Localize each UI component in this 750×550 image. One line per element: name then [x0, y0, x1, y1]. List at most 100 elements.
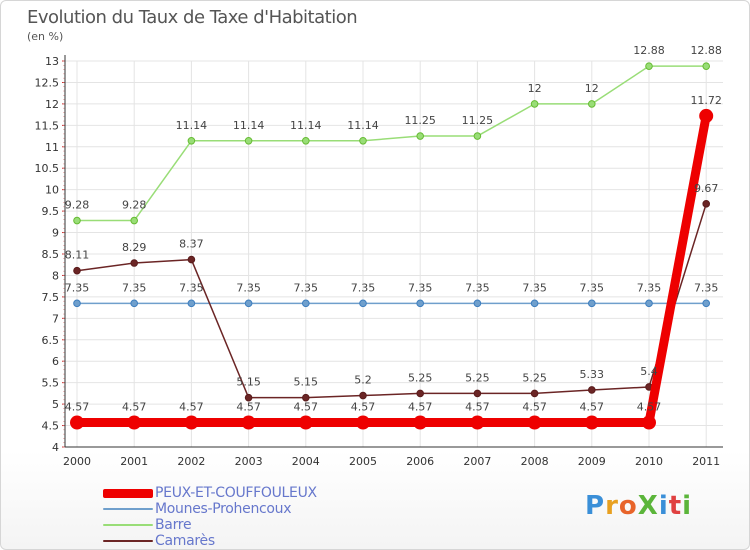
data-point: [184, 415, 199, 430]
data-label: 5.25: [522, 371, 547, 384]
data-label: 7.35: [294, 281, 319, 294]
data-label: 5.25: [465, 371, 490, 384]
data-label: 11.14: [176, 119, 208, 132]
x-tick-label: 2002: [177, 455, 205, 468]
y-tick-label: 12.5: [35, 76, 60, 89]
y-tick-label: 4.5: [42, 420, 60, 433]
legend-swatch: [103, 488, 153, 498]
data-label: 5.33: [580, 368, 605, 381]
data-label: 12: [585, 82, 599, 95]
y-tick-label: 6.5: [42, 334, 60, 347]
data-point: [70, 415, 84, 430]
data-point: [473, 132, 482, 140]
x-tick-label: 2011: [692, 455, 720, 468]
data-point: [359, 391, 367, 400]
logo-letter: P: [585, 491, 606, 521]
data-label: 4.57: [580, 401, 605, 414]
y-tick-label: 12: [45, 98, 59, 111]
data-point: [588, 386, 596, 394]
data-label: 4.57: [465, 401, 490, 414]
y-tick-label: 6: [52, 355, 59, 368]
data-label: 4.57: [351, 401, 376, 414]
data-point: [416, 389, 425, 398]
x-tick-label: 2009: [578, 455, 606, 468]
data-label: 9.28: [65, 199, 90, 212]
data-label: 5.15: [236, 376, 261, 389]
data-label: 12: [528, 82, 542, 95]
data-point: [702, 62, 711, 70]
data-label: 7.35: [179, 281, 204, 294]
data-label: 8.29: [122, 241, 147, 254]
data-point: [584, 415, 599, 430]
data-point: [470, 415, 485, 430]
series-line-Barre: [76, 65, 707, 222]
data-point: [244, 393, 253, 402]
y-tick-label: 5: [52, 398, 59, 411]
data-point: [302, 299, 310, 308]
data-label: 9.67: [694, 182, 719, 195]
logo-letter: r: [605, 491, 619, 521]
x-tick-label: 2010: [635, 455, 663, 468]
data-label: 4.57: [522, 401, 547, 414]
data-label: 11.14: [233, 119, 265, 132]
x-tick-label: 2006: [406, 455, 434, 468]
series-line-PEUX-ET-COUFFOULEUX: [72, 111, 711, 428]
data-point: [244, 299, 253, 308]
data-point: [702, 200, 711, 208]
logo-letter: o: [618, 491, 638, 521]
data-label: 11.72: [690, 94, 722, 107]
data-label: 7.35: [122, 281, 147, 294]
data-point: [645, 62, 653, 70]
data-point: [588, 100, 596, 108]
logo-letter: i: [682, 491, 693, 521]
data-point: [699, 108, 714, 123]
data-label: 7.35: [580, 281, 605, 294]
data-point: [473, 389, 482, 398]
data-label: 7.35: [694, 281, 719, 294]
logo-letter: t: [668, 491, 683, 521]
value-labels-layer: 4.57 4.57 4.57 4.57 4.57 4.57 4.57 4.57 4.57 4.57…: [65, 44, 722, 413]
data-label: 7.35: [522, 281, 547, 294]
logo-letter: i: [658, 491, 669, 521]
data-point: [73, 299, 81, 308]
x-tick-label: 2000: [63, 455, 91, 468]
x-tick-label: 2001: [120, 455, 148, 468]
data-label: 5.25: [408, 371, 433, 384]
data-point: [130, 216, 138, 225]
data-label: 5.15: [294, 376, 319, 389]
data-point: [530, 100, 539, 108]
y-tick-label: 7: [52, 312, 59, 325]
legend-label: Camarès: [155, 533, 215, 549]
data-point: [187, 255, 196, 264]
data-point: [356, 415, 370, 430]
legend-swatch: [103, 508, 153, 510]
legend-swatch: [103, 524, 153, 526]
data-point: [413, 415, 428, 430]
y-tick-label: 9: [52, 227, 59, 240]
series-line-Camarès: [76, 203, 707, 399]
x-tick-label: 2008: [521, 455, 549, 468]
chart-title: Evolution du Taux de Taxe d'Habitation: [27, 7, 358, 28]
legend-swatch: [103, 540, 153, 542]
data-point: [473, 299, 482, 308]
proxiti-logo: ProXiti: [585, 491, 692, 521]
data-point: [530, 389, 539, 398]
data-label: 8.37: [179, 238, 204, 251]
logo-letter: X: [637, 491, 659, 521]
data-label: 5.2: [354, 374, 372, 387]
data-label: 4.57: [294, 401, 319, 414]
chart-unit-label: (en %): [27, 30, 64, 43]
data-label: 12.88: [690, 44, 722, 57]
data-label: 4.57: [179, 401, 204, 414]
y-tick-label: 8.5: [42, 248, 60, 261]
data-label: 11.25: [462, 114, 494, 127]
data-point: [527, 415, 542, 430]
data-label: 4.57: [122, 401, 147, 414]
x-tick-label: 2004: [292, 455, 320, 468]
data-point: [702, 299, 711, 308]
y-tick-label: 4: [52, 441, 59, 454]
data-point: [244, 136, 253, 145]
data-label: 9.28: [122, 199, 147, 212]
data-label: 4.57: [637, 401, 662, 414]
